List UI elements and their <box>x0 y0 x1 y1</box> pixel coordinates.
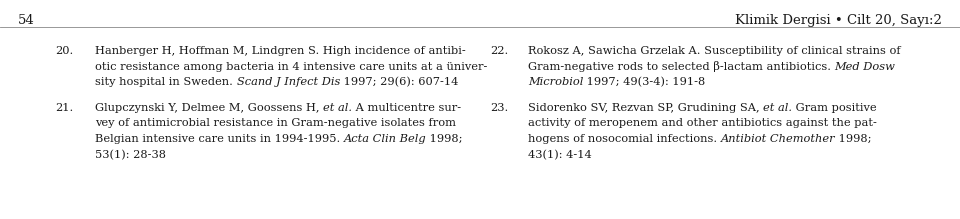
Text: 54: 54 <box>18 14 35 27</box>
Text: A multicentre sur-: A multicentre sur- <box>352 103 461 113</box>
Text: Antibiot Chemother: Antibiot Chemother <box>721 134 835 144</box>
Text: Gram positive: Gram positive <box>792 103 876 113</box>
Text: Gram-negative rods to selected β-lactam antibiotics.: Gram-negative rods to selected β-lactam … <box>528 62 834 72</box>
Text: et al.: et al. <box>763 103 792 113</box>
Text: 1997; 49(3-4): 191-8: 1997; 49(3-4): 191-8 <box>584 77 706 87</box>
Text: activity of meropenem and other antibiotics against the pat-: activity of meropenem and other antibiot… <box>528 118 876 129</box>
Text: Glupczynski Y, Delmee M, Goossens H,: Glupczynski Y, Delmee M, Goossens H, <box>95 103 324 113</box>
Text: hogens of nosocomial infections.: hogens of nosocomial infections. <box>528 134 721 144</box>
Text: Microbiol: Microbiol <box>528 77 584 87</box>
Text: sity hospital in Sweden.: sity hospital in Sweden. <box>95 77 236 87</box>
Text: 43(1): 4-14: 43(1): 4-14 <box>528 150 591 160</box>
Text: otic resistance among bacteria in 4 intensive care units at a üniver-: otic resistance among bacteria in 4 inte… <box>95 62 488 71</box>
Text: Belgian intensive care units in 1994-1995.: Belgian intensive care units in 1994-199… <box>95 134 344 144</box>
Text: Rokosz A, Sawicha Grzelak A. Susceptibility of clinical strains of: Rokosz A, Sawicha Grzelak A. Susceptibil… <box>528 46 900 56</box>
Text: 1998;: 1998; <box>835 134 872 144</box>
Text: Scand J Infect Dis: Scand J Infect Dis <box>236 77 340 87</box>
Text: 20.: 20. <box>55 46 73 56</box>
Text: et al.: et al. <box>324 103 352 113</box>
Text: Med Dosw: Med Dosw <box>834 62 896 71</box>
Text: 23.: 23. <box>490 103 508 113</box>
Text: 1997; 29(6): 607-14: 1997; 29(6): 607-14 <box>340 77 458 87</box>
Text: 53(1): 28-38: 53(1): 28-38 <box>95 150 166 160</box>
Text: 1998;: 1998; <box>426 134 463 144</box>
Text: Acta Clin Belg: Acta Clin Belg <box>344 134 426 144</box>
Text: 21.: 21. <box>55 103 73 113</box>
Text: Klimik Dergisi • Cilt 20, Sayı:2: Klimik Dergisi • Cilt 20, Sayı:2 <box>735 14 942 27</box>
Text: 22.: 22. <box>490 46 508 56</box>
Text: Sidorenko SV, Rezvan SP, Grudining SA,: Sidorenko SV, Rezvan SP, Grudining SA, <box>528 103 763 113</box>
Text: Hanberger H, Hoffman M, Lindgren S. High incidence of antibi-: Hanberger H, Hoffman M, Lindgren S. High… <box>95 46 466 56</box>
Text: vey of antimicrobial resistance in Gram-negative isolates from: vey of antimicrobial resistance in Gram-… <box>95 118 456 129</box>
